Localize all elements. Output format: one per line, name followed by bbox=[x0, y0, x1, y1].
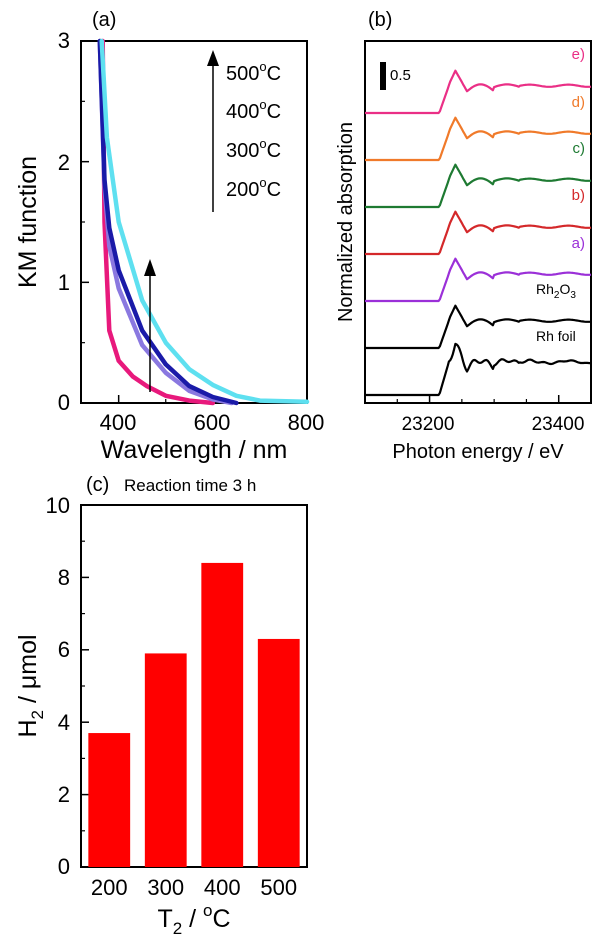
panel-a-series bbox=[97, 38, 310, 406]
b-series-rh2o3 bbox=[365, 304, 592, 350]
b-label-rh2o3: Rh2O3 bbox=[536, 281, 576, 301]
panel-b-series bbox=[365, 69, 592, 397]
panel-c-bars bbox=[88, 562, 300, 867]
a-legend-500: 500oC bbox=[226, 59, 281, 85]
b-xlabel: Photon energy / eV bbox=[392, 441, 564, 463]
panel-c: (c) Reaction time 3 h 10 8 6 4 2 0 200 30… bbox=[14, 474, 308, 936]
c-ytick-4: 4 bbox=[58, 710, 70, 735]
b-label-c: c) bbox=[573, 140, 586, 157]
a-ytick-2: 2 bbox=[58, 150, 70, 175]
c-bar-500 bbox=[257, 638, 300, 867]
panel-a-label: (a) bbox=[92, 9, 116, 31]
b-series-e bbox=[365, 69, 592, 115]
b-series-d bbox=[365, 116, 592, 162]
c-ytick-10: 10 bbox=[46, 493, 70, 518]
a-inner-arrow-head bbox=[144, 259, 156, 276]
a-ytick-1: 1 bbox=[58, 270, 70, 295]
b-label-d: d) bbox=[572, 94, 585, 111]
panel-a: (a) 3 2 1 0 400 600 800 Wavelength / nm … bbox=[14, 9, 324, 464]
a-legend-400: 400oC bbox=[226, 97, 281, 123]
a-xtick-400: 400 bbox=[100, 410, 137, 435]
c-ytick-6: 6 bbox=[58, 637, 70, 662]
a-series-400c bbox=[97, 38, 239, 406]
b-xtick-23200: 23200 bbox=[402, 414, 455, 435]
panel-c-ticks bbox=[81, 504, 89, 868]
c-title: Reaction time 3 h bbox=[124, 476, 256, 495]
panel-c-label: (c) bbox=[86, 474, 109, 496]
b-series-a bbox=[365, 257, 592, 303]
panel-b-label: (b) bbox=[368, 9, 392, 31]
b-label-e: e) bbox=[572, 46, 585, 63]
b-xtick-23400: 23400 bbox=[532, 414, 585, 435]
c-xtick-200: 200 bbox=[91, 875, 128, 900]
a-xlabel: Wavelength / nm bbox=[101, 436, 288, 464]
b-label-a: a) bbox=[572, 235, 585, 252]
b-label-b: b) bbox=[572, 187, 585, 204]
b-series-rhfoil bbox=[365, 342, 592, 397]
b-series-b bbox=[365, 210, 592, 256]
c-xtick-labels: 200 300 400 500 bbox=[91, 875, 297, 900]
b-series-c bbox=[365, 163, 592, 209]
a-ytick-0: 0 bbox=[58, 390, 70, 415]
panel-b-frame bbox=[364, 40, 592, 404]
c-bar-400 bbox=[201, 562, 244, 867]
a-ytick-3: 3 bbox=[58, 28, 70, 53]
a-legend-arrow-head bbox=[207, 50, 219, 66]
b-scale-bar bbox=[380, 62, 386, 90]
c-ytick-0: 0 bbox=[58, 854, 70, 879]
a-legend-300: 300oC bbox=[226, 136, 281, 162]
a-ylabel: KM function bbox=[14, 156, 42, 288]
a-series-500c bbox=[99, 38, 310, 405]
c-bar-200 bbox=[88, 733, 131, 867]
c-xtick-500: 500 bbox=[260, 875, 297, 900]
a-legend-200: 200oC bbox=[226, 175, 281, 201]
c-xtick-300: 300 bbox=[147, 875, 184, 900]
a-series-200c bbox=[100, 38, 216, 406]
b-ylabel: Normalized absorption bbox=[335, 122, 357, 322]
c-bar-300 bbox=[144, 653, 187, 867]
c-ytick-2: 2 bbox=[58, 782, 70, 807]
c-ytick-8: 8 bbox=[58, 565, 70, 590]
c-xtick-400: 400 bbox=[204, 875, 241, 900]
b-label-rhfoil: Rh foil bbox=[536, 328, 576, 344]
c-xlabel: T2 / oC bbox=[157, 901, 230, 936]
panel-b: (b) 0.5 e) d) c) b) a) Rh2O3 Rh foil 232… bbox=[335, 9, 592, 463]
a-xtick-600: 600 bbox=[194, 410, 231, 435]
panel-b-ticks bbox=[396, 395, 560, 403]
b-scale-label: 0.5 bbox=[390, 67, 411, 84]
c-ylabel: H2 / μmol bbox=[14, 634, 47, 737]
a-xtick-800: 800 bbox=[288, 410, 325, 435]
